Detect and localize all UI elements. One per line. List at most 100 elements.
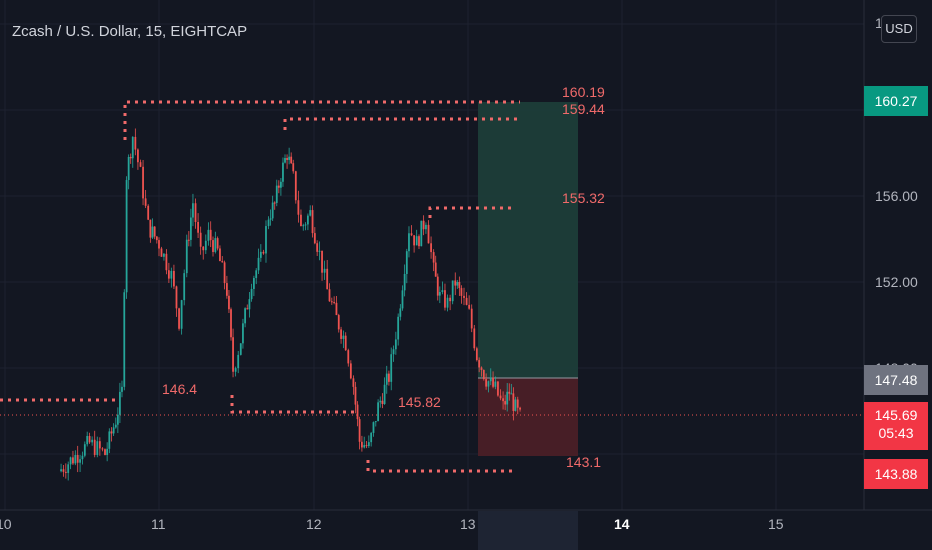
stop-price-tag[interactable]: 143.88 [864,459,928,489]
candle-body [510,393,513,395]
candle-body [451,280,454,302]
last-price-tag[interactable]: 145.69 05:43 [864,402,928,450]
candle-body [62,469,65,472]
candle-body [108,431,111,449]
candle-body [335,302,338,316]
candle-body [434,262,437,277]
candle-body [259,251,262,258]
candle-body [379,400,382,403]
candle-body [207,229,210,241]
candle-body [277,185,280,188]
candle-body [116,414,119,425]
candle-body [250,288,253,300]
profit-zone[interactable] [478,102,578,378]
candle-body [309,210,312,216]
candle-body [473,328,476,349]
candle-body [487,381,490,387]
candle-body [175,286,178,309]
time-label-15: 15 [768,516,784,532]
candle-body [405,251,408,274]
level-label-mid-high: 155.32 [562,190,605,206]
candle-body [418,236,420,247]
level-line-mid-low[interactable] [230,395,356,414]
candle-body [252,278,255,289]
countdown-timer: 05:43 [878,425,914,441]
candle-body [232,337,234,372]
candle-body [170,270,173,279]
candle-body [244,308,246,324]
candle-body [372,422,375,433]
candle-body [470,308,473,329]
candle-body [410,233,413,236]
candle-body [173,270,175,287]
candle-body [330,301,333,303]
candle-body [265,226,267,254]
level-line-mid-high[interactable] [428,206,516,218]
candle-body [311,210,314,234]
candle-body [93,439,96,455]
candle-body [230,309,232,338]
time-label-14: 14 [614,516,630,532]
candle-body [194,203,197,222]
candle-body [300,214,302,227]
candle-body [284,158,286,163]
candles-layer [60,128,521,481]
candle-body [167,270,170,279]
candle-body [460,288,463,296]
candle-body [86,436,89,445]
candle-body [342,335,345,339]
level-label-second-high: 159.44 [562,101,605,117]
candle-body [279,181,282,188]
candle-body [178,308,180,329]
candle-body [142,166,144,199]
candle-body [321,250,323,273]
candle-body [216,238,219,249]
candle-body [257,257,260,271]
candle-body [119,391,121,415]
level-line-bottom-low[interactable] [366,460,516,473]
candle-body [91,439,94,443]
candle-body [228,295,230,310]
candle-body [234,368,237,372]
candle-body [444,290,446,308]
loss-zone[interactable] [478,378,578,456]
target-price-tag[interactable]: 160.27 [864,86,928,116]
entry-price-tag[interactable]: 147.48 [864,365,928,395]
long-position-tool[interactable] [478,102,578,456]
level-line-top-high[interactable] [123,100,520,140]
candle-body [202,246,205,251]
currency-button[interactable]: USD [881,15,917,43]
candle-body [506,391,509,405]
candle-body [237,354,240,369]
candle-body [282,162,284,182]
candle-body [408,233,410,252]
candle-body [147,205,150,220]
candle-body [485,379,488,387]
candle-body [74,454,77,464]
candle-body [482,370,485,380]
candle-body [121,386,123,392]
candle-body [516,399,519,408]
candle-body [502,398,504,402]
candle-body [139,162,142,167]
candle-body [144,198,147,206]
candle-body [290,156,293,164]
candle-body [365,445,368,447]
candle-body [494,381,497,387]
candle-body [248,299,251,310]
level-lines[interactable] [0,100,520,473]
candle-body [246,308,249,310]
time-axis-panel[interactable] [0,510,932,550]
candle-body [512,393,515,411]
candle-body [333,302,336,304]
time-label-12: 12 [306,516,322,532]
level-line-second-high[interactable] [283,117,520,130]
candle-body [430,243,432,253]
candle-body [294,171,297,201]
chart-title[interactable]: Zcash / U.S. Dollar, 15, EIGHTCAP [12,23,247,40]
candle-body [363,445,366,448]
candle-body [422,220,425,230]
candle-body [326,268,329,290]
candle-body [367,442,370,447]
